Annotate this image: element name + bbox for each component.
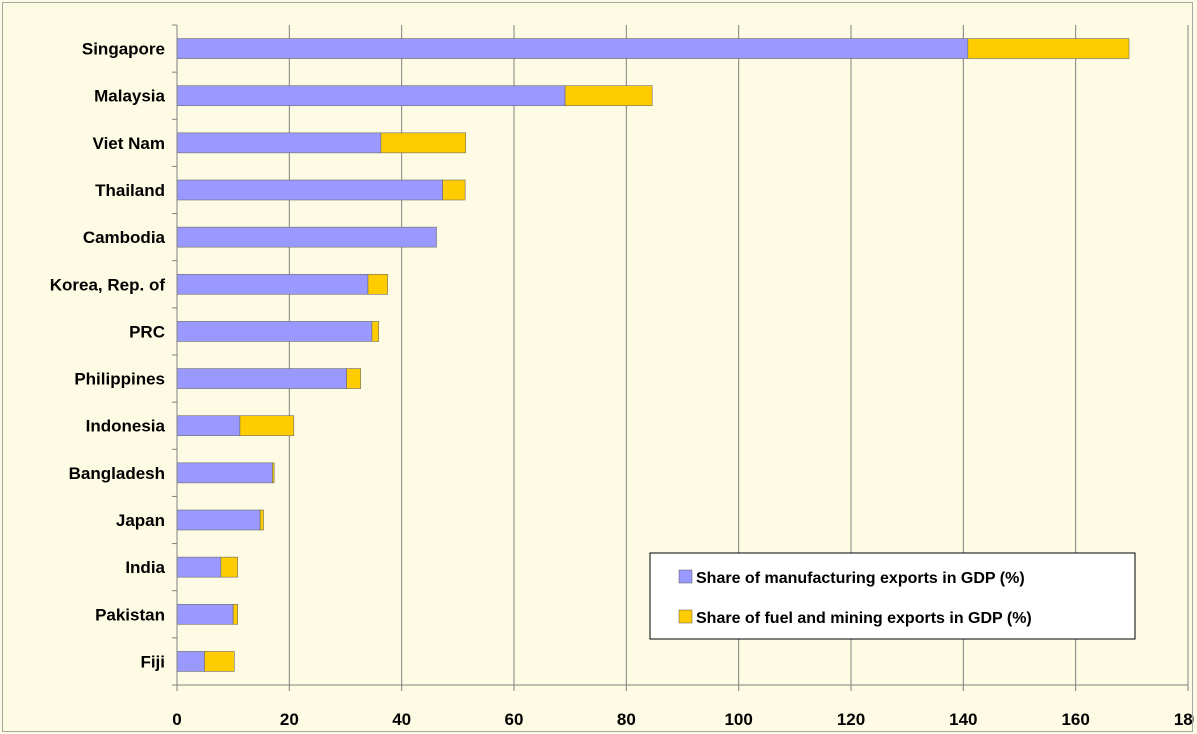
bar-segment-fuel-mining — [967, 38, 1130, 59]
x-tick-label: 60 — [505, 710, 524, 729]
category-label: India — [125, 558, 165, 577]
bar-segment-manufacturing — [176, 556, 222, 578]
category-label: Bangladesh — [69, 464, 165, 483]
bar-segment-fuel-mining — [220, 556, 238, 578]
category-label: PRC — [129, 322, 165, 341]
category-label: Cambodia — [83, 228, 166, 247]
bar-segment-fuel-mining — [442, 179, 466, 201]
bar-segment-manufacturing — [176, 179, 443, 201]
bar-segment-fuel-mining — [346, 368, 361, 389]
category-label: Philippines — [74, 370, 165, 389]
legend-label-fuel-mining: Share of fuel and mining exports in GDP … — [696, 610, 1032, 627]
axes — [172, 24, 1189, 691]
x-tick-label: 40 — [392, 710, 411, 729]
x-tick-label: 20 — [280, 710, 299, 729]
bar-segment-fuel-mining — [380, 132, 466, 154]
legend-box — [649, 552, 1136, 640]
category-label: Pakistan — [95, 605, 165, 624]
legend-swatch-manufacturing — [678, 569, 693, 584]
legend-swatch-fuel-mining — [678, 609, 693, 624]
category-label: Thailand — [95, 181, 165, 200]
category-label: Korea, Rep. of — [50, 275, 166, 294]
category-label: Viet Nam — [93, 134, 165, 153]
bar-segment-manufacturing — [176, 651, 205, 672]
bar-segment-manufacturing — [176, 415, 241, 437]
category-label: Indonesia — [86, 417, 166, 436]
legend-label-manufacturing: Share of manufacturing exports in GDP (%… — [696, 570, 1025, 587]
bar-segment-manufacturing — [176, 132, 382, 154]
bar-segment-manufacturing — [176, 462, 273, 484]
legend: Share of manufacturing exports in GDP (%… — [649, 552, 1136, 640]
category-label: Fiji — [140, 652, 165, 671]
x-tick-label: 80 — [617, 710, 636, 729]
category-label: Japan — [116, 511, 165, 530]
x-tick-label: 0 — [172, 710, 181, 729]
x-tick-label: 120 — [837, 710, 865, 729]
bar-segment-fuel-mining — [204, 651, 235, 672]
x-tick-label: 100 — [724, 710, 752, 729]
bar-segment-manufacturing — [176, 273, 369, 295]
category-label: Malaysia — [94, 87, 165, 106]
bar-segment-manufacturing — [176, 38, 969, 59]
category-label: Singapore — [82, 40, 165, 59]
x-tick-label: 160 — [1061, 710, 1089, 729]
bar-segment-fuel-mining — [232, 603, 238, 625]
bar-segment-fuel-mining — [239, 415, 295, 437]
x-tick-label: 180 — [1174, 710, 1194, 729]
bar-segment-manufacturing — [176, 226, 437, 248]
bar-segment-manufacturing — [176, 321, 373, 342]
bar-segment-fuel-mining — [371, 321, 379, 342]
bar-segment-fuel-mining — [259, 509, 264, 531]
bar-segment-fuel-mining — [272, 462, 275, 484]
bar-segment-manufacturing — [176, 603, 234, 625]
bar-segment-manufacturing — [176, 368, 347, 389]
bar-segment-fuel-mining — [367, 273, 388, 295]
labels: 0 20 40 60 80 100 120 140 160 180 Singapore Malaysi… — [50, 40, 1194, 729]
bar-segment-fuel-mining — [564, 85, 653, 107]
bar-segment-manufacturing — [176, 85, 566, 107]
bar-chart: 0 20 40 60 80 100 120 140 160 180 Singapore Malaysi… — [50, 24, 1194, 729]
x-tick-label: 140 — [949, 710, 977, 729]
bar-segment-manufacturing — [176, 509, 261, 531]
